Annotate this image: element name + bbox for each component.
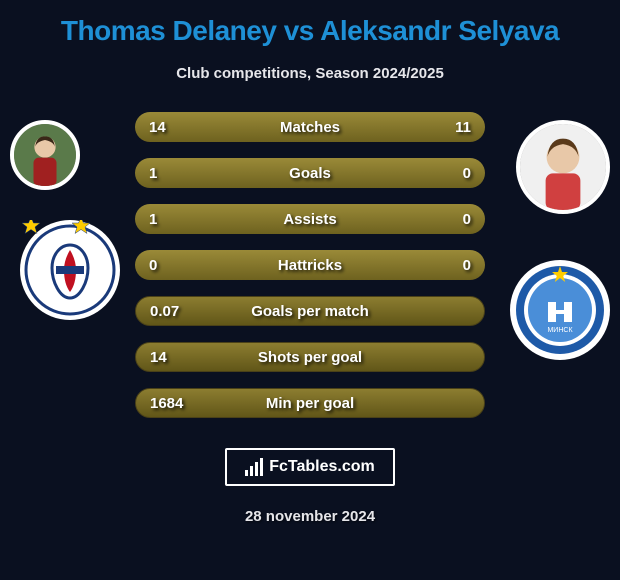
stat-row: 0Hattricks0 <box>135 250 485 280</box>
stat-row: 14Shots per goal <box>135 342 485 372</box>
stat-row: 0.07Goals per match <box>135 296 485 326</box>
page-title: Thomas Delaney vs Aleksandr Selyava <box>61 15 559 47</box>
brand-text: FcTables.com <box>269 458 375 476</box>
stat-left-value: 14 <box>149 119 189 136</box>
bars-icon <box>245 458 263 476</box>
stat-label: Goals <box>189 165 431 182</box>
stat-left-value: 0 <box>149 257 189 274</box>
stat-label: Matches <box>189 119 431 136</box>
stat-row: 1Goals0 <box>135 158 485 188</box>
stat-label: Goals per match <box>190 303 430 320</box>
stat-row: 14Matches11 <box>135 112 485 142</box>
stat-left-value: 14 <box>150 349 190 366</box>
stat-left-value: 1684 <box>150 395 190 412</box>
stat-right-value: 0 <box>431 257 471 274</box>
stat-label: Min per goal <box>190 395 430 412</box>
stat-left-value: 0.07 <box>150 303 190 320</box>
stats-column: 14Matches111Goals01Assists00Hattricks00.… <box>135 112 485 418</box>
infographic-container: Thomas Delaney vs Aleksandr Selyava Club… <box>0 0 620 580</box>
stat-label: Shots per goal <box>190 349 430 366</box>
stat-label: Assists <box>189 211 431 228</box>
stat-row: 1Assists0 <box>135 204 485 234</box>
stat-right-value: 0 <box>431 211 471 228</box>
stat-right-value: 11 <box>431 119 471 136</box>
stat-left-value: 1 <box>149 211 189 228</box>
brand-badge: FcTables.com <box>225 448 395 486</box>
stat-right-value: 0 <box>431 165 471 182</box>
stat-row: 1684Min per goal <box>135 388 485 418</box>
date-text: 28 november 2024 <box>245 508 375 525</box>
stat-label: Hattricks <box>189 257 431 274</box>
subtitle: Club competitions, Season 2024/2025 <box>176 65 444 82</box>
stat-left-value: 1 <box>149 165 189 182</box>
stats-area: 14Matches111Goals01Assists00Hattricks00.… <box>0 112 620 418</box>
